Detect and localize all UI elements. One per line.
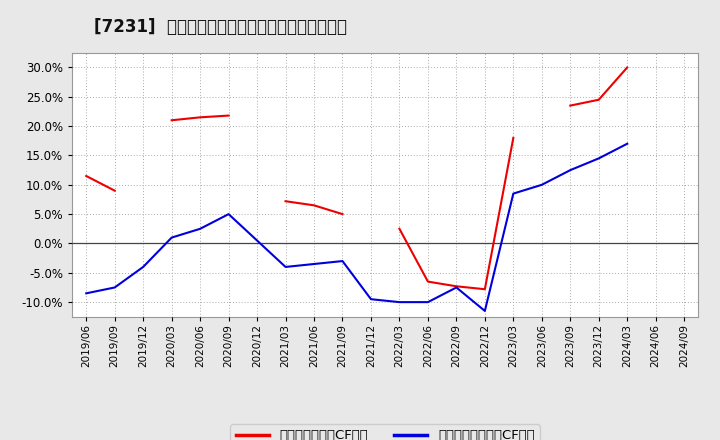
- 有利子負債フリーCF比率: [82, 291, 91, 296]
- 有利子負債営業CF比率: [282, 198, 290, 204]
- 有利子負債フリーCF比率: [509, 191, 518, 196]
- 有利子負債フリーCF比率: [310, 261, 318, 267]
- 有利子負債営業CF比率: [452, 284, 461, 289]
- Line: 有利子負債営業CF比率: 有利子負債営業CF比率: [86, 67, 627, 289]
- 有利子負債フリーCF比率: [282, 264, 290, 270]
- 有利子負債フリーCF比率: [139, 264, 148, 270]
- 有利子負債営業CF比率: [110, 188, 119, 193]
- 有利子負債フリーCF比率: [566, 168, 575, 173]
- 有利子負債営業CF比率: [196, 115, 204, 120]
- 有利子負債フリーCF比率: [196, 226, 204, 231]
- 有利子負債フリーCF比率: [395, 300, 404, 305]
- 有利子負債営業CF比率: [167, 117, 176, 123]
- 有利子負債フリーCF比率: [480, 308, 489, 314]
- 有利子負債フリーCF比率: [623, 141, 631, 147]
- 有利子負債フリーCF比率: [595, 156, 603, 161]
- 有利子負債フリーCF比率: [452, 285, 461, 290]
- 有利子負債営業CF比率: [310, 203, 318, 208]
- 有利子負債フリーCF比率: [338, 258, 347, 264]
- 有利子負債フリーCF比率: [253, 238, 261, 243]
- 有利子負債営業CF比率: [395, 226, 404, 231]
- 有利子負債フリーCF比率: [423, 300, 432, 305]
- 有利子負債フリーCF比率: [225, 212, 233, 217]
- 有利子負債営業CF比率: [509, 135, 518, 140]
- 有利子負債フリーCF比率: [366, 297, 375, 302]
- Text: [7231]  有利子負債キャッシュフロー比率の推移: [7231] 有利子負債キャッシュフロー比率の推移: [94, 18, 346, 36]
- 有利子負債フリーCF比率: [537, 182, 546, 187]
- 有利子負債営業CF比率: [338, 212, 347, 217]
- 有利子負債営業CF比率: [566, 103, 575, 108]
- Line: 有利子負債フリーCF比率: 有利子負債フリーCF比率: [86, 144, 627, 311]
- 有利子負債営業CF比率: [82, 173, 91, 179]
- Legend: 有利子負債営業CF比率, 有利子負債フリーCF比率: 有利子負債営業CF比率, 有利子負債フリーCF比率: [230, 424, 540, 440]
- 有利子負債営業CF比率: [423, 279, 432, 284]
- 有利子負債営業CF比率: [480, 286, 489, 292]
- 有利子負債営業CF比率: [595, 97, 603, 103]
- 有利子負債フリーCF比率: [110, 285, 119, 290]
- 有利子負債フリーCF比率: [167, 235, 176, 240]
- 有利子負債営業CF比率: [225, 113, 233, 118]
- 有利子負債営業CF比率: [623, 65, 631, 70]
